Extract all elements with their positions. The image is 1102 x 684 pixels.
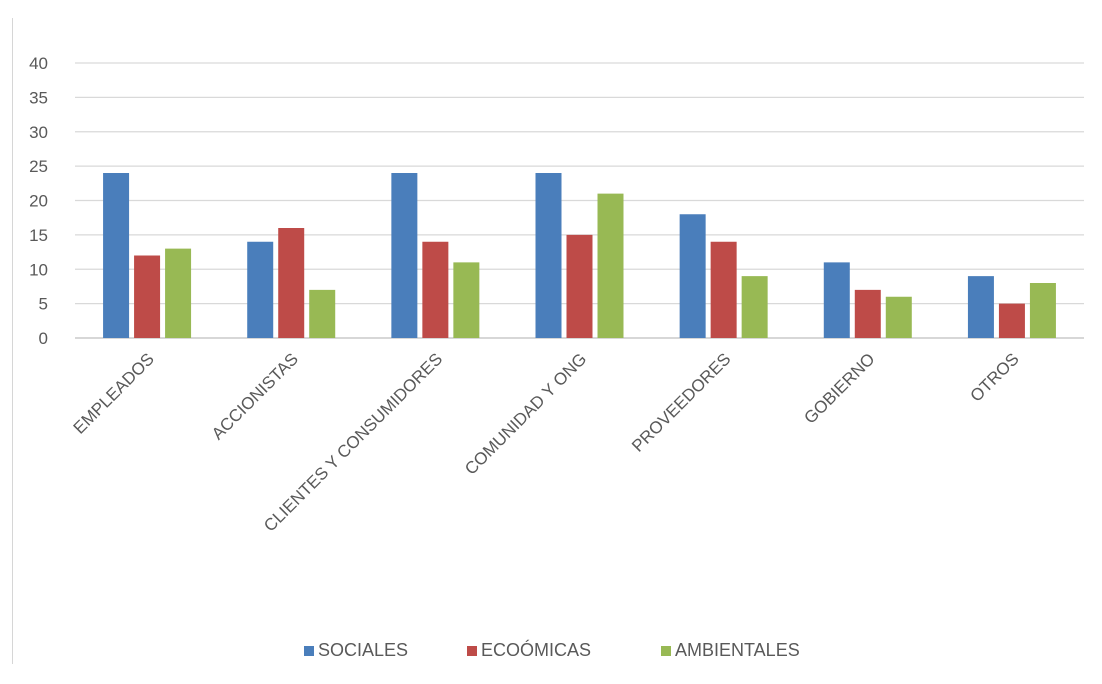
bar-ambientales-2 xyxy=(453,262,480,338)
legend: SOCIALES ECOÓMICAS AMBIENTALES xyxy=(304,639,800,660)
bars xyxy=(103,173,1056,338)
bar-ambientales-6 xyxy=(1029,283,1056,338)
bar-sociales-2 xyxy=(391,173,418,338)
x-tick-label: OTROS xyxy=(967,349,1023,405)
bar-sociales-3 xyxy=(535,173,562,338)
legend-swatch-sociales xyxy=(304,646,314,656)
bar-ambientales-0 xyxy=(165,248,192,338)
bar-sociales-5 xyxy=(823,262,850,338)
y-tick-label: 20 xyxy=(29,192,48,211)
legend-label: AMBIENTALES xyxy=(675,640,800,660)
legend-label: ECOÓMICAS xyxy=(481,639,591,660)
bar-ecoómicas-0 xyxy=(134,255,161,338)
bar-ecoómicas-4 xyxy=(710,241,737,338)
legend-swatch-ecoómicas xyxy=(467,646,477,656)
bar-sociales-6 xyxy=(967,276,994,338)
x-tick-label: ACCIONISTAS xyxy=(208,349,302,443)
bar-ecoómicas-2 xyxy=(422,241,449,338)
y-tick-label: 35 xyxy=(29,88,48,107)
bar-ecoómicas-3 xyxy=(566,234,593,338)
y-axis: 0 5 10 15 20 25 30 35 40 xyxy=(29,54,48,348)
y-tick-label: 5 xyxy=(39,295,48,314)
bar-sociales-0 xyxy=(103,173,130,338)
bar-ambientales-4 xyxy=(741,276,768,338)
bar-ambientales-3 xyxy=(597,193,624,338)
y-tick-label: 0 xyxy=(39,329,48,348)
bar-ecoómicas-6 xyxy=(998,303,1025,338)
bar-sociales-1 xyxy=(247,241,274,338)
bar-ambientales-1 xyxy=(309,289,336,338)
legend-swatch-ambientales xyxy=(661,646,671,656)
x-tick-label: EMPLEADOS xyxy=(70,349,158,437)
y-tick-label: 10 xyxy=(29,260,48,279)
bar-ambientales-5 xyxy=(885,296,912,338)
bar-sociales-4 xyxy=(679,214,706,338)
x-tick-label: GOBIERNO xyxy=(800,349,878,427)
y-tick-label: 40 xyxy=(29,54,48,73)
y-tick-label: 15 xyxy=(29,226,48,245)
bar-ecoómicas-5 xyxy=(854,289,881,338)
x-tick-label: PROVEEDORES xyxy=(628,349,734,455)
y-tick-label: 30 xyxy=(29,123,48,142)
bar-ecoómicas-1 xyxy=(278,228,305,338)
x-tick-label: COMUNIDAD Y ONG xyxy=(461,349,590,478)
legend-label: SOCIALES xyxy=(318,640,408,660)
x-tick-label: CLIENTES Y CONSUMIDORES xyxy=(260,349,446,535)
gridlines xyxy=(75,62,1084,339)
y-tick-label: 25 xyxy=(29,157,48,176)
left-border-line xyxy=(12,18,13,664)
